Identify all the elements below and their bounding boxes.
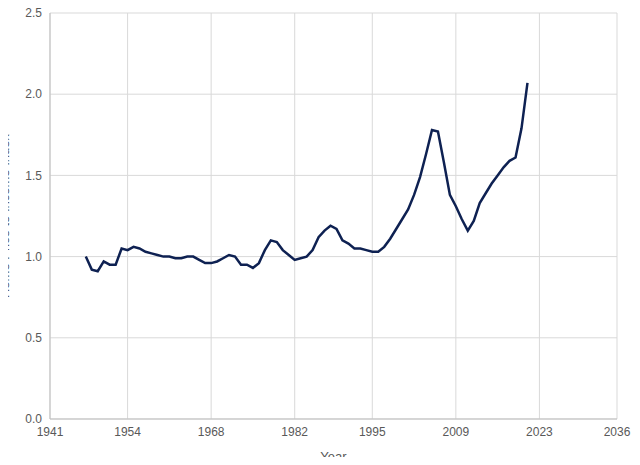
svg-text:2.0: 2.0 xyxy=(25,87,42,101)
svg-text:Year: Year xyxy=(320,449,347,457)
svg-text:Home Price to Income Index: Home Price to Income Index xyxy=(8,133,12,298)
svg-text:2036: 2036 xyxy=(604,425,631,439)
svg-text:2009: 2009 xyxy=(443,425,470,439)
svg-text:1982: 1982 xyxy=(281,425,308,439)
svg-text:0.0: 0.0 xyxy=(25,412,42,426)
svg-text:1.5: 1.5 xyxy=(25,169,42,183)
svg-text:2.5: 2.5 xyxy=(25,8,42,20)
svg-text:1.0: 1.0 xyxy=(25,250,42,264)
svg-text:1968: 1968 xyxy=(198,425,225,439)
svg-text:0.5: 0.5 xyxy=(25,331,42,345)
svg-text:2023: 2023 xyxy=(526,425,553,439)
svg-text:1941: 1941 xyxy=(37,425,64,439)
svg-text:1995: 1995 xyxy=(359,425,386,439)
svg-text:1954: 1954 xyxy=(114,425,141,439)
